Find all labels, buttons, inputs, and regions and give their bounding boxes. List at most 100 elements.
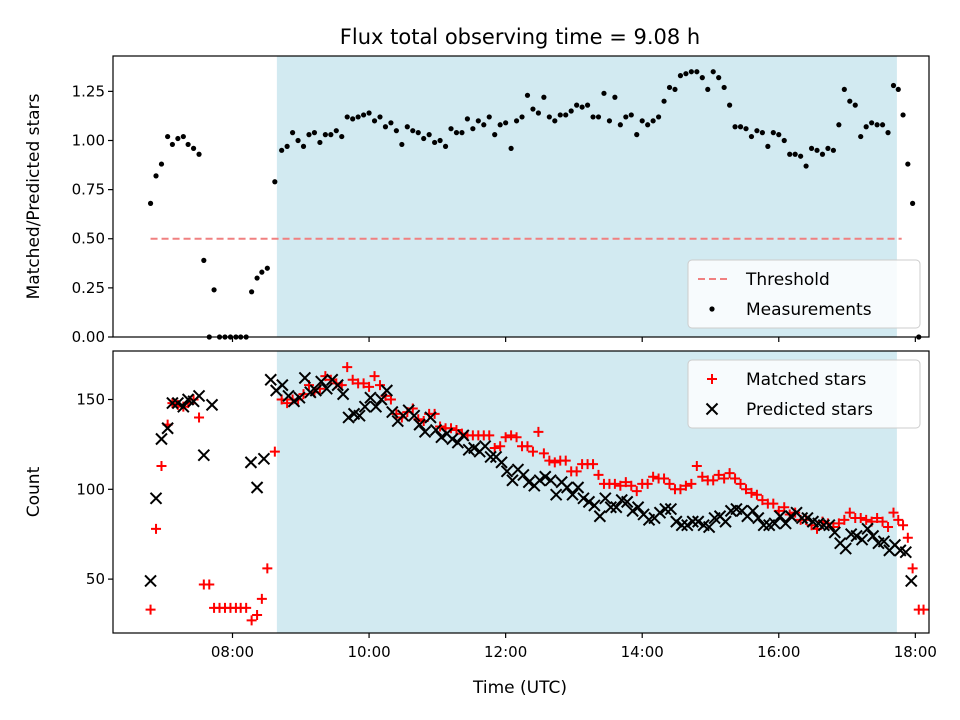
data-point [588, 459, 599, 470]
data-point [677, 73, 684, 79]
x-tick-label: 12:00 [484, 643, 527, 661]
data-point [787, 151, 793, 157]
data-point [617, 122, 623, 128]
data-point [907, 563, 918, 574]
data-point [484, 430, 495, 441]
data-point [612, 94, 618, 100]
data-point [830, 147, 837, 153]
data-point [631, 501, 645, 514]
data-point [155, 432, 168, 446]
data-point [527, 446, 538, 457]
data-point [366, 110, 372, 116]
data-point [369, 400, 383, 413]
data-point [533, 474, 546, 487]
data-point [295, 137, 301, 144]
data-point [776, 132, 782, 138]
data-point [486, 114, 492, 120]
x-axis-label: Time (UTC) [472, 678, 567, 698]
legend-label: Predicted stars [746, 400, 873, 420]
data-point [905, 161, 911, 167]
x-tick-label: 14:00 [621, 643, 664, 661]
data-point [568, 108, 574, 114]
data-point [484, 450, 497, 464]
data-point [593, 469, 604, 480]
data-point [847, 98, 853, 104]
data-point [817, 519, 831, 532]
data-point [801, 511, 814, 525]
data-point [364, 381, 375, 392]
data-point [599, 492, 612, 505]
data-point [590, 114, 596, 120]
data-point [655, 114, 662, 120]
top-panel-legend: Threshold Measurements [687, 259, 921, 329]
data-point [666, 84, 673, 91]
data-point [819, 151, 826, 157]
data-point [609, 478, 620, 489]
data-point [309, 384, 323, 397]
data-point [560, 481, 574, 494]
data-point [459, 130, 465, 136]
data-point [905, 574, 918, 588]
data-point [418, 425, 432, 439]
data-point [177, 400, 190, 413]
data-point [188, 394, 199, 405]
data-point [883, 522, 894, 533]
data-point [522, 475, 536, 489]
data-point [481, 122, 487, 128]
data-point [877, 516, 888, 527]
data-point [563, 112, 569, 118]
data-point [615, 480, 626, 491]
y-tick-label: 0.00 [72, 328, 105, 346]
data-point [645, 122, 651, 128]
data-point [448, 126, 454, 132]
data-point [768, 517, 781, 530]
data-point [506, 430, 517, 441]
data-point [522, 441, 533, 452]
legend-marker-swatch [709, 306, 715, 312]
data-point [250, 481, 264, 494]
data-point [320, 382, 333, 395]
data-point [347, 374, 358, 385]
y-tick-label: 150 [76, 390, 105, 408]
data-point [328, 132, 334, 138]
data-point [364, 391, 377, 404]
y-tick-label: 1.25 [72, 82, 105, 100]
legend-marker-swatch [705, 402, 719, 416]
data-point [691, 460, 702, 471]
data-point [748, 133, 755, 140]
data-point [500, 465, 514, 478]
data-point [708, 475, 719, 486]
data-point [306, 132, 312, 138]
data-point [464, 116, 470, 122]
legend-box [687, 259, 921, 329]
data-point [269, 446, 280, 457]
data-point [814, 147, 820, 153]
data-point [861, 522, 874, 536]
data-point [153, 173, 159, 179]
data-point [659, 502, 672, 516]
data-point [382, 124, 389, 130]
data-point [254, 275, 260, 281]
data-point [719, 473, 730, 484]
data-point [839, 542, 852, 555]
data-point [201, 257, 207, 263]
data-point [171, 396, 185, 410]
data-point [699, 75, 705, 81]
data-point [808, 145, 815, 151]
data-point [910, 200, 916, 206]
data-point [311, 130, 318, 136]
data-point [432, 139, 438, 146]
data-point [149, 492, 163, 505]
data-point [634, 132, 640, 138]
y-tick-label: 50 [86, 570, 105, 588]
data-point [544, 474, 557, 487]
data-point [784, 510, 798, 523]
data-point [691, 515, 705, 528]
data-point [888, 507, 899, 518]
data-point [249, 289, 255, 295]
data-point [451, 425, 462, 436]
data-point [798, 153, 804, 159]
data-point [571, 466, 582, 477]
data-point [442, 143, 449, 149]
top-panel: 0.00 0.25 0.50 0.75 1.00 1.25 Matched/Predict… [24, 55, 930, 346]
